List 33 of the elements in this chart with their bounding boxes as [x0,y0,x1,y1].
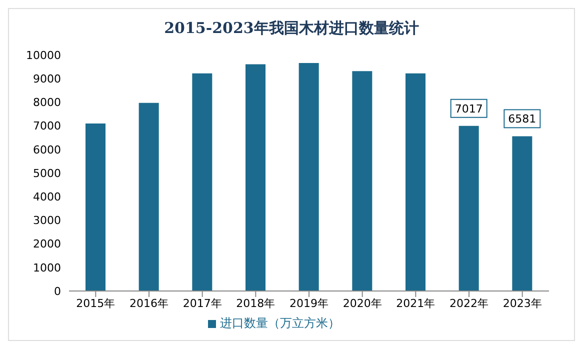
y-tick-label: 0 [54,284,61,298]
bar [84,122,106,291]
x-tick-label: 2021年 [396,296,436,310]
x-tick-label: 2019年 [290,296,328,310]
x-tick-label: 2017年 [182,296,222,310]
y-tick-label: 10000 [26,48,61,62]
bar [458,124,480,291]
legend-label: 进口数量（万立方米） [220,316,340,330]
data-label: 7017 [454,102,483,116]
x-tick-label: 2018年 [236,296,276,310]
y-tick-label: 8000 [33,96,61,110]
x-tick-label: 2015年 [76,296,116,310]
bar [138,102,160,291]
y-tick-label: 3000 [33,214,61,228]
data-label: 6581 [508,112,536,126]
bar [191,72,214,291]
bar [351,70,374,291]
y-tick-label: 9000 [33,72,61,86]
bar [244,63,266,291]
chart-title: 2015-2023年我国木材进口数量统计 [163,18,420,39]
y-tick-label: 2000 [33,238,61,251]
x-tick-label: 2022年 [450,296,488,310]
bar [298,62,320,291]
x-tick-label: 2023年 [502,296,542,310]
x-tick-label: 2016年 [130,296,168,310]
y-tick-label: 7000 [33,120,61,133]
y-tick-label: 1000 [33,261,61,274]
y-tick-label: 4000 [33,190,61,204]
y-tick-label: 6000 [33,143,61,156]
y-tick-label: 5000 [33,166,61,180]
bar [404,72,426,291]
x-tick-label: 2020年 [342,296,382,310]
bar [511,135,534,291]
